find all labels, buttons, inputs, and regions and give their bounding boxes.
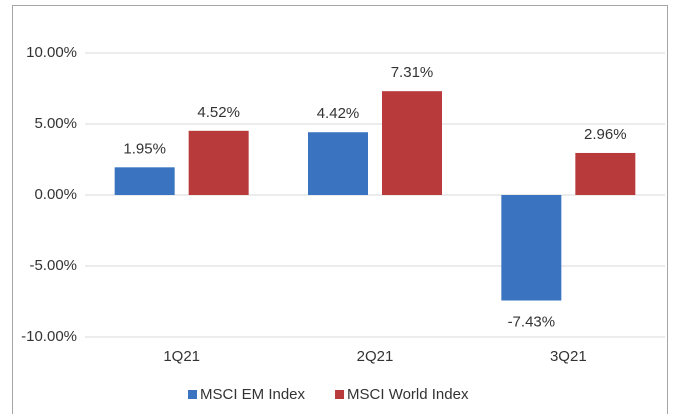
data-label: 1.95% bbox=[123, 140, 166, 157]
bar bbox=[501, 195, 562, 301]
x-tick-label: 1Q21 bbox=[163, 348, 200, 365]
legend-swatch bbox=[188, 390, 197, 399]
x-tick-label: 2Q21 bbox=[357, 348, 394, 365]
legend-swatch bbox=[335, 390, 345, 399]
y-tick-label: -5.00% bbox=[29, 257, 77, 274]
y-tick-label: 5.00% bbox=[34, 115, 77, 132]
chart-frame bbox=[12, 5, 668, 414]
legend-label: MSCI EM Index bbox=[200, 386, 306, 403]
data-label: 7.31% bbox=[391, 64, 434, 81]
bar bbox=[382, 91, 442, 195]
y-tick-label: 0.00% bbox=[34, 186, 77, 203]
data-label: 4.52% bbox=[197, 104, 240, 121]
data-label: 4.42% bbox=[317, 105, 360, 122]
bar bbox=[308, 132, 368, 195]
data-label: -7.43% bbox=[508, 313, 556, 330]
bar bbox=[114, 167, 175, 195]
legend-label: MSCI World Index bbox=[347, 386, 469, 403]
x-tick-label: 3Q21 bbox=[550, 348, 587, 365]
data-label: 2.96% bbox=[584, 126, 627, 143]
y-tick-label: -10.00% bbox=[21, 328, 77, 345]
bar bbox=[575, 152, 636, 195]
y-tick-label: 10.00% bbox=[26, 44, 77, 61]
bar bbox=[188, 130, 249, 195]
